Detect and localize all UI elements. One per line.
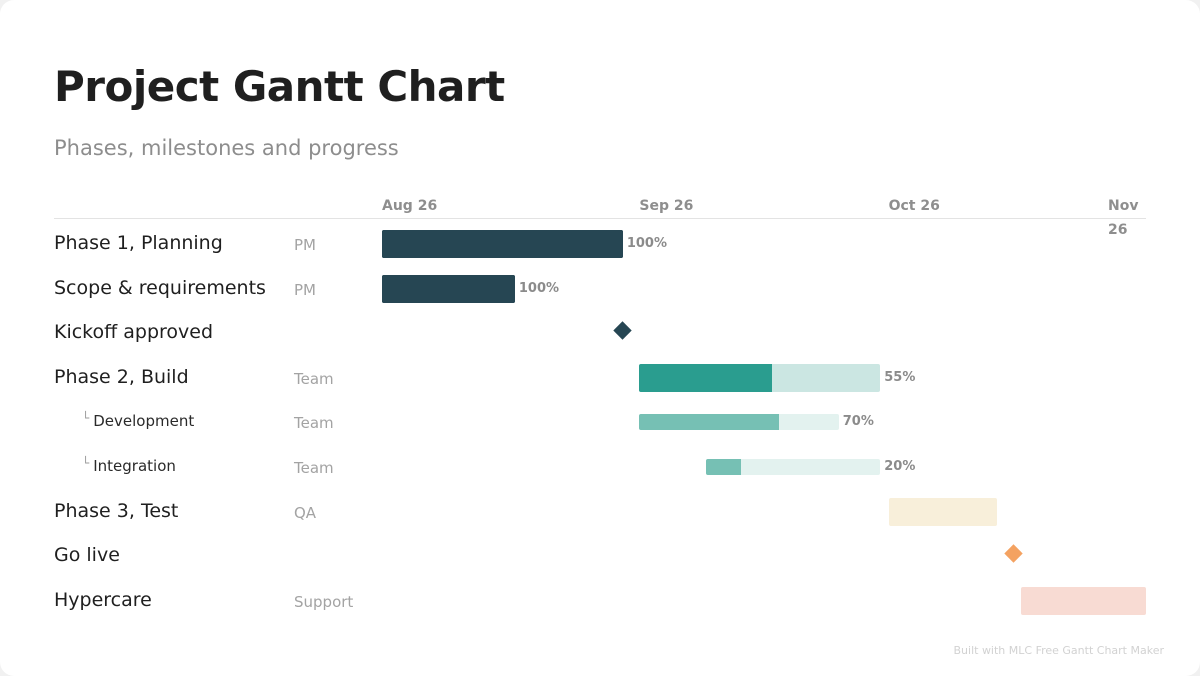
task-progress-fill — [382, 274, 515, 303]
task-name: Hypercare — [54, 588, 152, 611]
task-owner: Support — [294, 592, 354, 611]
milestone-diamond — [1003, 543, 1023, 563]
task-owner: Team — [294, 414, 334, 433]
milestone-diamond — [613, 320, 633, 340]
task-name: Development — [93, 412, 195, 431]
task-name: Integration — [93, 457, 176, 475]
task-label: Phase 1, Planning — [54, 231, 223, 255]
axis-tick-label: Sep 26 — [639, 198, 694, 214]
task-progress-fill — [705, 459, 741, 475]
page-title: Project Gantt Chart — [54, 62, 505, 111]
task-name: Phase 1, Planning — [54, 232, 223, 254]
task-name: Phase 2, Build — [54, 365, 189, 388]
task-owner: Team — [294, 459, 334, 477]
task-owner: PM — [294, 236, 316, 254]
axis-tick-label: Nov 26 — [1108, 198, 1139, 238]
progress-label: 20% — [884, 459, 916, 474]
task-owner: QA — [294, 503, 317, 522]
task-progress-fill — [639, 414, 779, 431]
task-name: Go live — [54, 544, 120, 567]
axis-tick-label: Oct 26 — [888, 198, 940, 214]
task-label: Go live — [54, 543, 120, 567]
task-name: Kickoff approved — [54, 321, 214, 344]
progress-label: 100% — [626, 236, 667, 251]
task-name: Phase 3, Test — [54, 499, 179, 522]
task-label: Hypercare — [54, 588, 152, 612]
task-bar — [888, 497, 997, 526]
task-owner: PM — [294, 280, 316, 299]
axis-tick-label: Aug 26 — [382, 198, 438, 214]
timeline-axis-rule — [54, 218, 1146, 219]
task-label: Scope & requirements — [54, 276, 266, 300]
task-owner: Team — [294, 369, 334, 388]
page-subtitle: Phases, milestones and progress — [54, 136, 399, 160]
task-label: └ Integration — [82, 454, 176, 479]
subtask-elbow-icon: └ — [82, 456, 90, 470]
task-bar — [705, 459, 881, 475]
task-label: └ Development — [82, 409, 194, 434]
progress-label: 100% — [518, 280, 560, 296]
task-label: Kickoff approved — [54, 320, 213, 344]
subtask-elbow-icon: └ — [82, 411, 90, 426]
task-progress-fill — [639, 363, 772, 392]
task-name: Scope & requirements — [54, 276, 266, 299]
task-label: Phase 2, Build — [54, 365, 189, 389]
task-bar — [1021, 586, 1146, 615]
task-progress-fill — [382, 230, 623, 258]
progress-label: 55% — [884, 369, 916, 385]
progress-label: 70% — [842, 414, 874, 430]
footer-credit: Built with MLC Free Gantt Chart Maker — [953, 644, 1165, 657]
task-label: Phase 3, Test — [54, 499, 178, 523]
